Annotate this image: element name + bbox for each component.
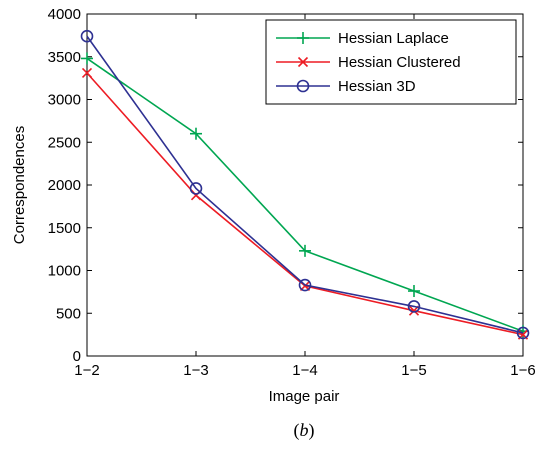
legend-entry-hessian-clustered: Hessian Clustered [276,54,461,71]
x-tick-label: 1−3 [183,362,208,379]
x-tick-label: 1−2 [74,362,99,379]
data-point-hessian-3d [80,29,94,43]
x-tick-label: 1−4 [292,362,317,379]
y-axis: 0 500 1000 1500 2000 2500 3000 3500 4000 [48,6,523,365]
y-tick-label: 3000 [48,92,81,109]
data-point-hessian-laplace [190,127,202,140]
y-tick-label: 1000 [48,263,81,280]
x-axis-label: Image pair [269,388,340,405]
x-tick-label: 1−5 [401,362,426,379]
data-point-hessian-3d [407,300,421,313]
x-tick-label: 1−6 [510,362,535,379]
legend-entry-hessian-laplace: Hessian Laplace [276,30,449,47]
data-point-hessian-laplace [408,285,420,298]
data-point-hessian-3d [189,182,203,195]
y-tick-label: 2000 [48,177,81,194]
legend-marker [297,56,309,68]
legend-label: Hessian Clustered [338,54,461,71]
legend-marker [297,32,309,44]
data-point-hessian-3d [516,326,530,340]
data-point-hessian-laplace [299,244,311,257]
y-tick-label: 4000 [48,6,81,23]
legend-entry-hessian-3d: Hessian 3D [276,78,416,95]
series-layer [80,29,530,340]
legend-marker [296,79,310,93]
data-point-hessian-3d [298,278,312,292]
y-tick-label: 0 [73,348,81,365]
data-point-hessian-laplace [81,52,93,65]
y-tick-label: 1500 [48,220,81,237]
x-axis: 1−2 1−3 1−4 1−5 1−6 [74,14,536,379]
legend-label: Hessian Laplace [338,30,449,47]
series-line-hessian-3d [86,35,524,334]
legend: Hessian Laplace Hessian Clustered Hessian … [265,19,517,105]
y-tick-label: 2500 [48,134,81,151]
y-axis-label: Correspondences [11,126,28,244]
legend-label: Hessian 3D [338,78,416,95]
y-tick-label: 3500 [48,49,81,66]
data-point-hessian-clustered [81,67,93,79]
figure-caption: (b) [294,420,315,441]
y-tick-label: 500 [56,305,81,322]
